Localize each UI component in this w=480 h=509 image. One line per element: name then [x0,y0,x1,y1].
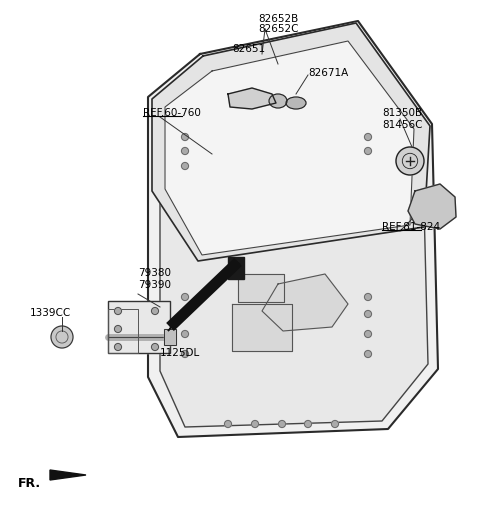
Text: REF.81-824: REF.81-824 [382,221,440,232]
Polygon shape [165,42,414,256]
Polygon shape [148,22,438,437]
Circle shape [181,311,189,318]
Polygon shape [232,304,292,351]
Bar [164,329,176,345]
Text: FR.: FR. [18,476,41,490]
Text: 1339CC: 1339CC [30,307,71,318]
Bar [108,301,170,353]
Text: 81350B: 81350B [382,108,422,118]
Text: 79380: 79380 [138,267,171,277]
Circle shape [51,326,73,348]
Circle shape [115,326,121,333]
Text: 79390: 79390 [138,279,171,290]
Circle shape [225,420,231,428]
Circle shape [332,420,338,428]
Circle shape [364,294,372,301]
Circle shape [152,308,158,315]
Text: 82652C: 82652C [258,24,299,34]
Circle shape [152,344,158,351]
Circle shape [181,148,189,155]
Circle shape [252,420,259,428]
Circle shape [115,344,121,351]
Circle shape [364,311,372,318]
Polygon shape [152,24,430,262]
Circle shape [181,163,189,170]
Circle shape [278,420,286,428]
Circle shape [364,351,372,358]
Polygon shape [50,470,86,480]
Circle shape [181,134,189,141]
Text: 82652B: 82652B [258,14,298,24]
Text: 82651: 82651 [232,44,265,54]
Polygon shape [408,185,456,230]
Polygon shape [168,262,240,331]
Polygon shape [228,89,276,110]
Polygon shape [160,38,428,427]
Bar [164,329,176,345]
Bar [228,258,244,279]
Circle shape [304,420,312,428]
Text: 1125DL: 1125DL [160,347,200,357]
Polygon shape [238,274,284,302]
Circle shape [364,148,372,155]
Polygon shape [262,274,348,331]
Circle shape [181,331,189,338]
Text: 81456C: 81456C [382,120,422,130]
Circle shape [364,331,372,338]
Text: REF.60-760: REF.60-760 [143,108,201,118]
Circle shape [181,351,189,358]
Circle shape [181,294,189,301]
Ellipse shape [269,95,287,109]
Circle shape [364,134,372,141]
Circle shape [396,148,424,176]
Ellipse shape [286,98,306,110]
Circle shape [115,308,121,315]
Bar [108,301,170,353]
Text: 82671A: 82671A [308,68,348,78]
